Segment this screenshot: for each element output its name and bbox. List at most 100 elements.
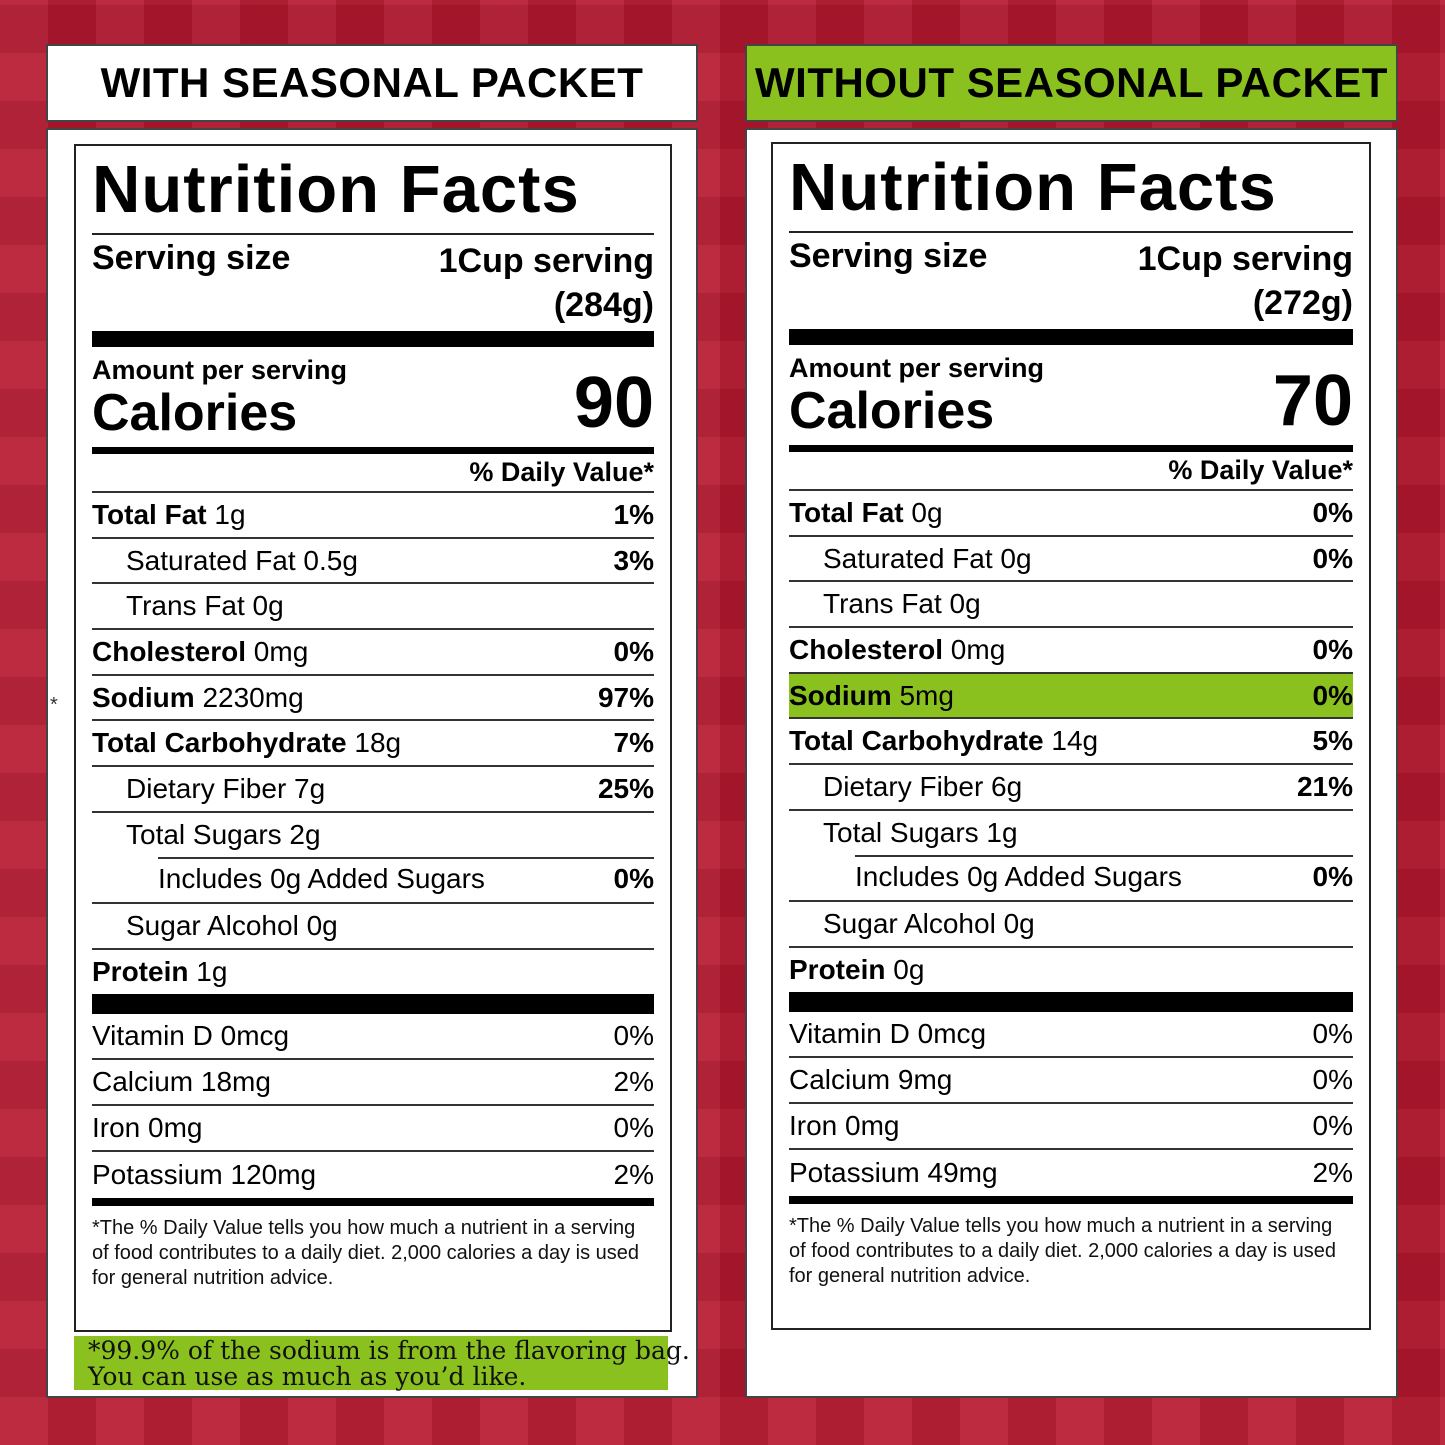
nutrient-amount: 18g xyxy=(346,727,402,759)
amount-per-serving: Amount per serving xyxy=(92,355,348,385)
nutrient-amount: 2230mg xyxy=(194,681,304,713)
row-total-carbohydrate: Total Carbohydrate 18g 7% xyxy=(92,719,654,765)
nutrient-dv: 0% xyxy=(613,635,654,667)
nutrient-amount: 6g xyxy=(983,770,1023,802)
row-cholesterol: Cholesterol 0mg 0% xyxy=(789,626,1353,672)
nutrient-name: Cholesterol xyxy=(789,633,944,665)
nutrient-amount: 0g xyxy=(995,908,1035,940)
row-dietary-fiber: Dietary Fiber 6g 21% xyxy=(789,763,1353,809)
daily-value-footnote: *The % Daily Value tells you how much a … xyxy=(789,1214,1337,1288)
end-divider xyxy=(92,1197,654,1206)
row-trans-fat: Trans Fat 0g xyxy=(92,582,654,628)
serving-size-grams: (284g) xyxy=(553,286,654,325)
nutrient-dv: 0% xyxy=(1312,679,1353,711)
vitamin-name: Iron 0mg xyxy=(789,1109,900,1141)
nutrition-facts-title: Nutrition Facts xyxy=(92,152,580,227)
nutrient-name: Total Fat xyxy=(92,498,207,530)
nutrition-facts-title: Nutrition Facts xyxy=(789,150,1277,225)
row-total-sugars: Total Sugars 2g xyxy=(92,810,654,857)
row-trans-fat: Trans Fat 0g xyxy=(789,580,1353,626)
nutrient-name: Sodium xyxy=(789,679,892,711)
nutrient-name: Saturated Fat xyxy=(126,544,296,576)
nutrient-amount: 0g xyxy=(885,953,925,985)
nutrient-name: Trans Fat xyxy=(126,590,245,622)
vitamin-divider xyxy=(92,993,654,1014)
nutrient-amount: 0mg xyxy=(943,633,1006,665)
row-calcium: Calcium 18mg 2% xyxy=(92,1060,654,1106)
row-potassium: Potassium 120mg 2% xyxy=(92,1152,654,1198)
nutrient-name: Protein xyxy=(789,953,886,985)
nutrient-name: Dietary Fiber xyxy=(823,770,984,802)
nutrient-amount: 2g xyxy=(281,818,321,850)
end-divider xyxy=(789,1195,1353,1204)
vitamin-name: Iron 0mg xyxy=(92,1111,203,1143)
row-sugar-alcohol: Sugar Alcohol 0g xyxy=(789,900,1353,946)
row-total-sugars: Total Sugars 1g xyxy=(789,808,1353,855)
nutrient-name: Sugar Alcohol xyxy=(823,908,996,940)
row-iron: Iron 0mg 0% xyxy=(92,1106,654,1152)
nutrient-name: Total Fat xyxy=(789,496,904,528)
nutrient-name: Cholesterol xyxy=(92,635,247,667)
nutrient-name: Includes 0g Added Sugars xyxy=(158,863,485,895)
serving-size-value: 1Cup serving xyxy=(1137,240,1353,278)
vitamin-name: Vitamin D 0mcg xyxy=(789,1017,987,1049)
row-saturated-fat: Saturated Fat 0.5g 3% xyxy=(92,536,654,583)
thick-divider xyxy=(92,331,654,347)
vitamin-name: Potassium 49mg xyxy=(789,1156,998,1188)
vitamin-dv: 0% xyxy=(1312,1109,1353,1141)
calories-label: Calories xyxy=(92,384,298,442)
serving-size-label: Serving size xyxy=(92,239,291,277)
nutrient-dv: 1% xyxy=(613,498,654,530)
vitamin-name: Vitamin D 0mcg xyxy=(92,1019,290,1051)
nutrient-amount: 1g xyxy=(206,498,246,530)
nutrient-dv: 0% xyxy=(1312,633,1353,665)
nutrient-name: Trans Fat xyxy=(823,588,942,620)
row-dietary-fiber: Dietary Fiber 7g 25% xyxy=(92,765,654,811)
row-added-sugars: Includes 0g Added Sugars 0% xyxy=(92,856,654,903)
nutrient-name: Total Sugars xyxy=(823,816,979,848)
nutrient-dv: 21% xyxy=(1296,770,1353,802)
calories-value: 70 xyxy=(1272,361,1353,441)
nutrient-amount: 0g xyxy=(941,588,981,620)
nutrient-name: Total Sugars xyxy=(126,818,282,850)
vitamin-dv: 2% xyxy=(613,1065,654,1097)
row-total-fat: Total Fat 1g 1% xyxy=(92,491,654,537)
nutrient-amount: 7g xyxy=(286,772,326,804)
sodium-asterisk-mark: * xyxy=(50,694,58,716)
nutrient-name: Includes 0g Added Sugars xyxy=(855,861,1182,893)
row-saturated-fat: Saturated Fat 0g 0% xyxy=(789,534,1353,581)
nutrient-dv: 97% xyxy=(597,681,654,713)
header-without-packet: WITHOUT SEASONAL PACKET xyxy=(745,44,1398,122)
nutrient-name: Total Carbohydrate xyxy=(92,727,347,759)
row-calcium: Calcium 9mg 0% xyxy=(789,1058,1353,1104)
nutrient-dv: 0% xyxy=(1312,861,1353,893)
panel-without-packet: Nutrition Facts Serving size 1Cup servin… xyxy=(745,128,1398,1398)
vitamin-dv: 2% xyxy=(1312,1156,1353,1188)
row-sugar-alcohol: Sugar Alcohol 0g xyxy=(92,902,654,948)
row-vitamin-d: Vitamin D 0mcg 0% xyxy=(92,1014,654,1060)
daily-value-footnote: *The % Daily Value tells you how much a … xyxy=(92,1216,640,1290)
vitamin-dv: 0% xyxy=(613,1019,654,1051)
calories-label: Calories xyxy=(789,382,995,440)
row-total-fat: Total Fat 0g 0% xyxy=(789,489,1353,535)
calories-value: 90 xyxy=(573,363,654,443)
row-sodium-highlighted: Sodium 5mg 0% xyxy=(789,671,1353,718)
nutrient-dv: 5% xyxy=(1312,725,1353,757)
nutrient-amount: 0g xyxy=(244,590,284,622)
serving-size-row: Serving size 1Cup serving (284g) xyxy=(92,235,654,331)
vitamin-divider xyxy=(789,991,1353,1012)
calories-row: Calories 70 xyxy=(789,365,1353,440)
row-vitamin-d: Vitamin D 0mcg 0% xyxy=(789,1012,1353,1058)
amount-per-serving: Amount per serving xyxy=(789,353,1045,383)
serving-size-value: 1Cup serving xyxy=(438,242,654,280)
row-added-sugars: Includes 0g Added Sugars 0% xyxy=(789,854,1353,901)
serving-size-grams: (272g) xyxy=(1252,284,1353,323)
row-cholesterol: Cholesterol 0mg 0% xyxy=(92,628,654,674)
row-protein: Protein 1g xyxy=(92,947,654,994)
nutrient-name: Protein xyxy=(92,955,189,987)
vitamin-dv: 2% xyxy=(613,1158,654,1190)
nutrient-dv: 7% xyxy=(613,727,654,759)
nutrient-dv: 0% xyxy=(1312,542,1353,574)
nutrient-amount: 5mg xyxy=(891,679,954,711)
vitamin-name: Calcium 18mg xyxy=(92,1065,271,1097)
